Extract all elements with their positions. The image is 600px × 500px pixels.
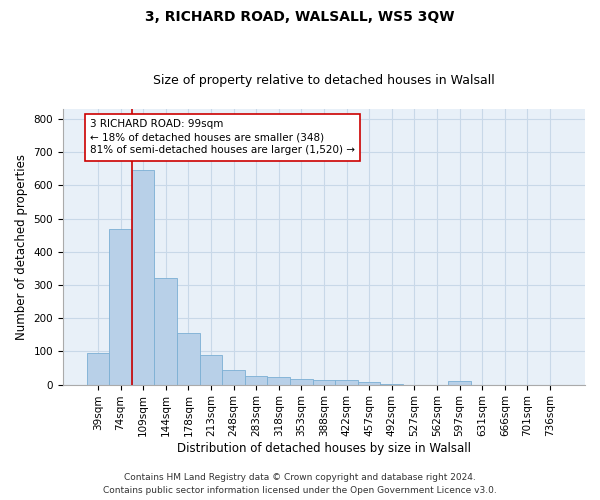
Bar: [358, 382, 380, 384]
Bar: [245, 376, 268, 384]
X-axis label: Distribution of detached houses by size in Walsall: Distribution of detached houses by size …: [177, 442, 471, 455]
Bar: [448, 382, 471, 384]
Bar: [109, 228, 132, 384]
Text: 3, RICHARD ROAD, WALSALL, WS5 3QW: 3, RICHARD ROAD, WALSALL, WS5 3QW: [145, 10, 455, 24]
Y-axis label: Number of detached properties: Number of detached properties: [15, 154, 28, 340]
Bar: [86, 353, 109, 384]
Title: Size of property relative to detached houses in Walsall: Size of property relative to detached ho…: [153, 74, 495, 87]
Text: 3 RICHARD ROAD: 99sqm
← 18% of detached houses are smaller (348)
81% of semi-det: 3 RICHARD ROAD: 99sqm ← 18% of detached …: [90, 119, 355, 156]
Bar: [335, 380, 358, 384]
Bar: [154, 278, 177, 384]
Bar: [132, 170, 154, 384]
Bar: [313, 380, 335, 384]
Bar: [268, 378, 290, 384]
Bar: [222, 370, 245, 384]
Bar: [200, 354, 222, 384]
Bar: [290, 379, 313, 384]
Bar: [177, 333, 200, 384]
Text: Contains HM Land Registry data © Crown copyright and database right 2024.
Contai: Contains HM Land Registry data © Crown c…: [103, 474, 497, 495]
